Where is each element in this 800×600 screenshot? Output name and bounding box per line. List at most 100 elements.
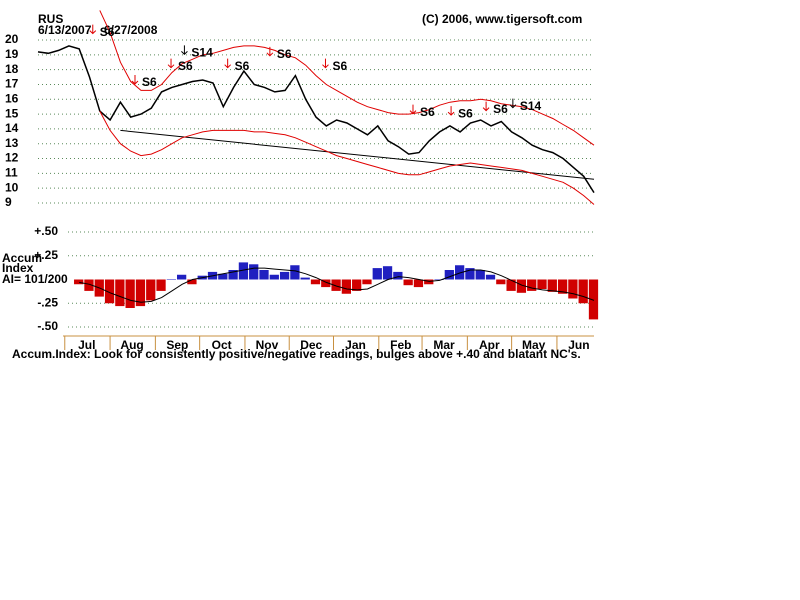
y-tick-label: 15 <box>5 106 19 120</box>
signal-label: S14 <box>520 99 542 113</box>
signal-arrow <box>181 45 188 56</box>
x-tick-label: Jul <box>78 338 95 352</box>
y-tick-label: 10 <box>5 180 19 194</box>
accum-bar <box>166 279 176 280</box>
accum-bar <box>310 279 321 285</box>
signal-label: S6 <box>332 59 347 73</box>
signal-arrow <box>447 106 455 116</box>
accum-bar <box>146 279 156 301</box>
accum-bar <box>331 279 341 291</box>
x-tick-label: Jun <box>568 338 589 352</box>
accum-bar <box>506 279 516 291</box>
signal-label: S6 <box>100 25 115 39</box>
accum-bar <box>362 279 372 285</box>
accum-bar <box>115 279 125 307</box>
x-tick-label: Sep <box>166 338 188 352</box>
accum-bar <box>382 266 393 280</box>
y-tick-label: 13 <box>5 136 19 150</box>
signal-label: S6 <box>420 105 435 119</box>
y-tick-label: 20 <box>5 32 19 46</box>
accum-bar <box>187 279 197 285</box>
accum-bar <box>279 271 290 280</box>
accum-bar <box>413 279 424 288</box>
x-tick-label: Nov <box>256 338 279 352</box>
accum-bar <box>218 273 228 280</box>
accum-bar <box>249 264 259 280</box>
accum-bar <box>74 279 84 285</box>
accum-bar <box>177 274 187 280</box>
accum-bar <box>547 279 557 292</box>
signal-arrow <box>509 98 517 109</box>
signal-arrow <box>89 24 97 35</box>
x-tick-label: Apr <box>479 338 500 352</box>
x-tick-label: Dec <box>300 338 322 352</box>
accum-bar <box>588 279 599 320</box>
signal-arrow <box>131 74 139 85</box>
accum-bar <box>269 274 279 280</box>
x-tick-label: Feb <box>390 338 411 352</box>
accum-bar <box>104 279 115 304</box>
y-tick-label: +.25 <box>34 248 58 262</box>
accum-bar <box>424 279 434 285</box>
accum-bar <box>434 279 444 280</box>
series-line <box>99 110 595 205</box>
trendline <box>120 129 595 180</box>
signal-label: S6 <box>142 75 157 89</box>
accum-bar <box>527 279 537 291</box>
accum-bar <box>238 262 249 280</box>
accum-bar <box>135 279 146 307</box>
accum-bar <box>290 265 300 280</box>
start-date: 6/13/2007 <box>38 23 92 37</box>
signal-label: S6 <box>277 47 292 61</box>
ma-line <box>79 267 595 303</box>
accum-bar <box>496 279 506 285</box>
x-tick-label: Oct <box>212 338 232 352</box>
accum-bar <box>465 268 475 280</box>
signal-label: S14 <box>191 46 213 60</box>
x-tick-label: May <box>522 338 546 352</box>
accum-bar <box>125 279 135 308</box>
ai-label: AI= 101/200 <box>2 272 68 286</box>
signal-arrow <box>266 46 274 57</box>
y-label: Accum <box>2 251 42 265</box>
signal-arrow <box>167 58 175 69</box>
accum-bar <box>537 279 547 289</box>
y-tick-label: 14 <box>5 121 19 135</box>
accum-bar <box>321 279 331 288</box>
accum-bar <box>156 279 166 291</box>
y-tick-label: 11 <box>5 166 18 180</box>
accum-bar <box>372 268 382 280</box>
accum-bar <box>403 279 413 286</box>
accum-bar <box>228 270 238 280</box>
accum-bar <box>485 274 496 280</box>
x-tick-label: Aug <box>120 338 143 352</box>
accum-bar <box>300 277 310 280</box>
x-tick-label: Mar <box>433 338 455 352</box>
accum-bar <box>444 270 454 280</box>
credit: (C) 2006, www.tigersoft.com <box>422 12 582 26</box>
signal-label: S6 <box>493 102 508 116</box>
accum-bar <box>341 279 352 294</box>
accum-bar <box>516 279 527 293</box>
ticker: RUS <box>38 12 63 26</box>
signal-arrow <box>482 101 490 112</box>
accum-bar <box>475 270 485 280</box>
signal-label: S6 <box>458 106 473 120</box>
series-line <box>99 10 595 146</box>
signal-arrow <box>224 58 232 69</box>
signal-arrow <box>409 104 417 115</box>
y-tick-label: 19 <box>5 47 19 61</box>
accum-bar <box>578 279 588 304</box>
signal-label: S6 <box>178 59 193 73</box>
y-tick-label: 17 <box>5 77 19 91</box>
y-tick-label: 12 <box>5 151 19 165</box>
signal-arrow <box>322 58 329 69</box>
note: Accum.Index: Look for consistently posit… <box>12 347 581 361</box>
accum-bar <box>259 270 269 280</box>
accum-bar <box>455 265 465 280</box>
signal-label: S6 <box>235 59 250 73</box>
y-tick-label: 18 <box>5 62 19 76</box>
y-tick-label: -.50 <box>37 319 58 333</box>
y-tick-label: +.50 <box>34 224 58 238</box>
